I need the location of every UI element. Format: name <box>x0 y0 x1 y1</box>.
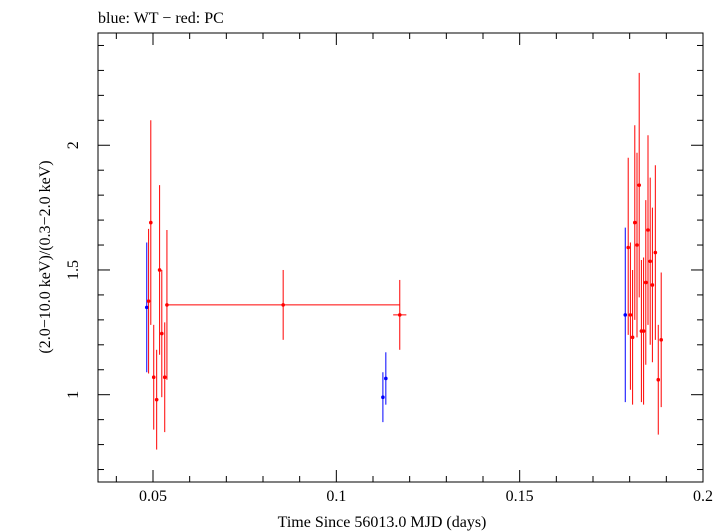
data-point <box>635 243 639 247</box>
data-point <box>154 397 159 402</box>
data-point <box>144 305 149 310</box>
tick-labels: 0.05 0.1 0.15 0.2 1 1.5 2 <box>65 141 713 505</box>
data-point <box>628 313 633 317</box>
plot-frame <box>97 32 704 483</box>
data-point <box>384 376 388 381</box>
y-tick-label: 2 <box>65 141 82 149</box>
data-point <box>630 335 635 340</box>
y-axis-label: (2.0−10.0 keV)/(0.3−2.0 keV) <box>37 160 54 353</box>
data-point <box>157 268 162 272</box>
data-point <box>397 313 402 317</box>
data-point <box>146 299 151 303</box>
chart-title: blue: WT − red: PC <box>98 10 224 27</box>
data-point <box>650 283 655 287</box>
data-point <box>626 245 630 250</box>
data-point <box>646 228 650 232</box>
data-point <box>653 250 658 255</box>
data-point <box>281 303 285 307</box>
data-point <box>149 220 153 225</box>
data-marks <box>144 72 663 450</box>
y-tick-label: 1 <box>65 391 82 399</box>
x-tick-label: 0.2 <box>693 488 713 505</box>
data-point <box>162 375 167 380</box>
data-point <box>637 183 641 187</box>
x-tick-label: 0.15 <box>506 488 534 505</box>
data-point <box>381 395 385 399</box>
data-point <box>644 280 648 285</box>
data-point <box>648 259 652 264</box>
data-point <box>151 375 156 380</box>
data-point <box>656 377 661 382</box>
data-point <box>659 338 663 342</box>
data-point <box>633 220 637 225</box>
x-tick-label: 0.05 <box>139 488 167 505</box>
data-point <box>641 329 646 333</box>
x-axis-label: Time Since 56013.0 MJD (days) <box>278 514 487 531</box>
x-tick-label: 0.1 <box>326 488 346 505</box>
y-tick-label: 1.5 <box>65 260 82 280</box>
data-point <box>160 331 164 336</box>
axis-ticks <box>98 33 704 482</box>
data-point <box>623 313 628 317</box>
